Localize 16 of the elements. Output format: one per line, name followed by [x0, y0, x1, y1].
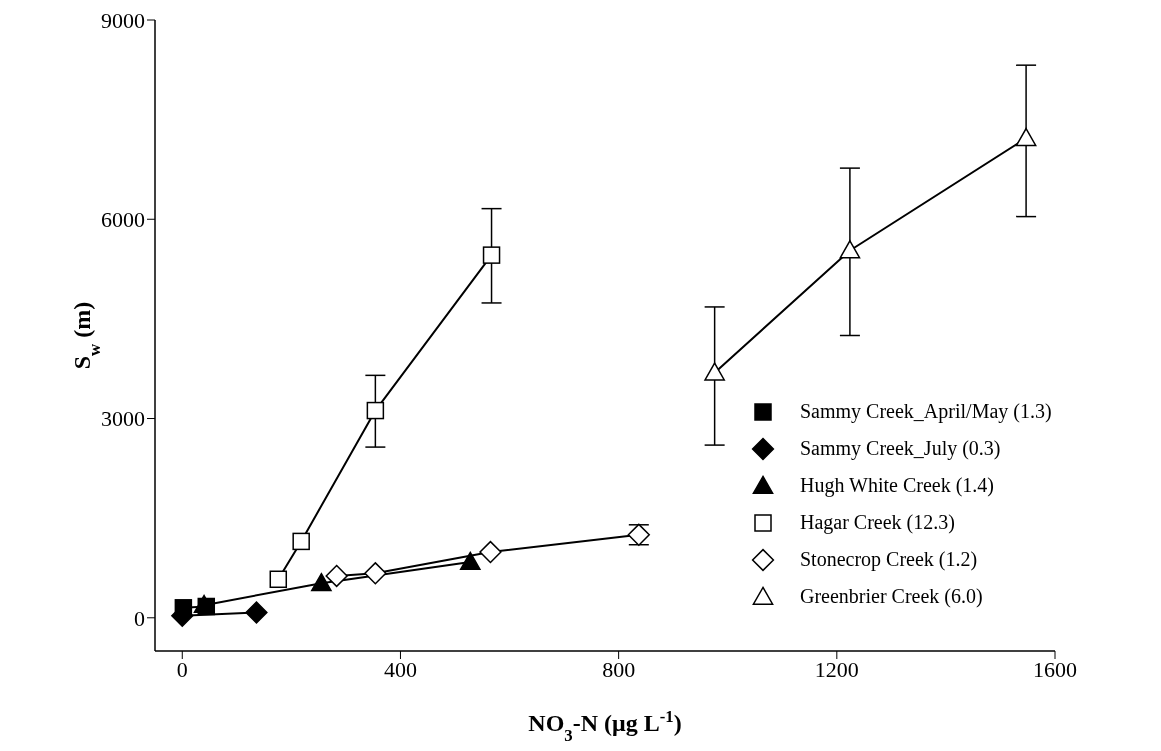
- legend-label: Hagar Creek (12.3): [800, 511, 955, 534]
- legend-label: Sammy Creek_April/May (1.3): [800, 400, 1052, 423]
- x-axis-title: NO$_{3}$-N (μg L$^{-1}$): [528, 706, 682, 745]
- y-tick-label: 6000: [101, 207, 145, 233]
- x-tick-label: 800: [602, 656, 636, 682]
- y-tick-label: 0: [134, 605, 145, 631]
- y-tick-label: 9000: [101, 7, 145, 33]
- x-tick-label: 400: [383, 656, 417, 682]
- x-tick-label: 1600: [1033, 656, 1077, 682]
- legend-label: Sammy Creek_July (0.3): [800, 437, 1001, 460]
- x-tick-label: 0: [176, 656, 188, 682]
- legend-label: Greenbrier Creek (6.0): [800, 585, 983, 608]
- legend-label: Hugh White Creek (1.4): [800, 474, 995, 497]
- legend-label: Stonecrop Creek (1.2): [800, 548, 978, 571]
- x-tick-label: 1200: [814, 656, 859, 682]
- y-tick-label: 3000: [101, 406, 145, 432]
